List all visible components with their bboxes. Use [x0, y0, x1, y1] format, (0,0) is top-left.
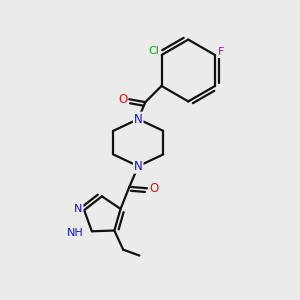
Text: F: F	[218, 47, 225, 57]
Text: N: N	[134, 112, 142, 126]
Text: N: N	[74, 204, 82, 214]
Text: O: O	[118, 93, 127, 106]
Text: O: O	[149, 182, 158, 195]
Text: N: N	[134, 160, 142, 173]
Text: NH: NH	[67, 228, 84, 238]
Text: Cl: Cl	[149, 46, 160, 56]
